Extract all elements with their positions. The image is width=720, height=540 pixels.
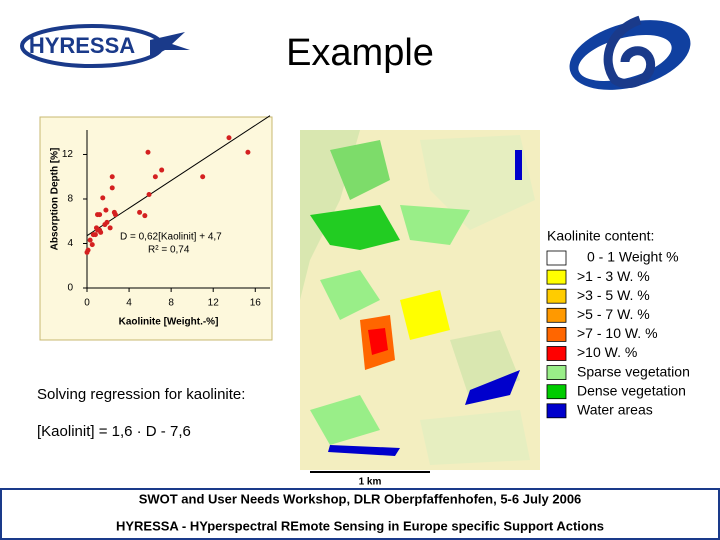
annotation: D = 0,62[Kaolinit] + 4,7 (120, 232, 222, 243)
x-tick-label: 4 (126, 298, 132, 309)
data-point (137, 209, 143, 215)
legend-label: >5 - 7 W. % (577, 306, 650, 322)
data-point (146, 192, 152, 198)
legend-label: >1 - 3 W. % (577, 268, 650, 284)
data-point (103, 207, 109, 213)
scale-label: 1 km (359, 477, 382, 488)
legend-swatch (546, 326, 567, 342)
legend-label: Sparse vegetation (577, 363, 690, 379)
legend-swatch (546, 288, 567, 304)
chart-frame (39, 116, 273, 341)
footer-box (0, 488, 720, 540)
data-point (87, 237, 93, 243)
kaolinite-map (300, 130, 540, 470)
data-point (142, 213, 148, 219)
y-tick-label: 8 (67, 194, 73, 205)
legend-swatch (546, 384, 567, 400)
data-point (84, 249, 90, 255)
data-point (92, 232, 98, 238)
legend-swatch (546, 403, 567, 419)
data-point (102, 222, 108, 228)
y-tick-label: 4 (67, 238, 73, 249)
data-point (109, 174, 115, 180)
data-point (107, 225, 113, 231)
legend: Kaolinite content: 0 - 1 Weight % >1 - 3 … (546, 228, 690, 419)
scatter-chart: 0 4 8 12 0 4 8 12 16 Kaolinite [Weight.-%] Absorpt… (50, 115, 271, 328)
y-axis-label: Absorption Depth [%] (50, 148, 61, 251)
legend-swatch (546, 307, 567, 323)
regression-formula: [Kaolinit] = 1,6 · D - 7,6 (37, 423, 191, 440)
data-point (159, 167, 165, 173)
data-point (145, 149, 151, 155)
footer-line: HYRESSA - HYperspectral REmote Sensing i… (116, 518, 604, 533)
annotation: R² = 0,74 (148, 245, 190, 256)
x-tick-label: 16 (250, 298, 262, 309)
hyressa-logo: HYRESSA (20, 24, 190, 68)
regression-heading: Solving regression for kaolinite: (37, 386, 245, 403)
legend-swatch (546, 250, 567, 266)
legend-swatch (546, 346, 567, 361)
x-axis-label: Kaolinite [Weight.-%] (119, 317, 219, 328)
data-point (93, 225, 99, 231)
y-tick-label: 0 (67, 283, 73, 294)
legend-label: 0 - 1 Weight % (587, 249, 679, 265)
legend-title: Kaolinite content: (547, 228, 654, 244)
x-tick-label: 12 (208, 298, 220, 309)
legend-label: >10 W. % (577, 344, 637, 360)
logo-text: HYRESSA (29, 33, 135, 58)
footer-line: SWOT and User Needs Workshop, DLR Oberpf… (139, 491, 582, 506)
y-tick-label: 12 (62, 149, 74, 160)
legend-label: Water areas (577, 402, 653, 418)
data-point (89, 242, 95, 248)
data-point (152, 174, 158, 180)
legend-label: Dense vegetation (577, 382, 686, 398)
data-point (100, 195, 106, 201)
data-point (97, 212, 103, 218)
slide-title: Example (286, 32, 434, 74)
legend-swatch (546, 269, 567, 285)
legend-label: >3 - 5 W. % (577, 287, 650, 303)
data-point (245, 149, 251, 155)
data-point (112, 212, 118, 218)
x-tick-label: 0 (84, 298, 90, 309)
data-point (226, 135, 232, 141)
data-point (109, 185, 115, 191)
data-point (98, 229, 104, 235)
fp6-logo (569, 15, 691, 90)
x-tick-label: 8 (168, 298, 174, 309)
data-point (200, 174, 206, 180)
legend-label: >7 - 10 W. % (577, 325, 658, 341)
legend-swatch (546, 365, 567, 381)
